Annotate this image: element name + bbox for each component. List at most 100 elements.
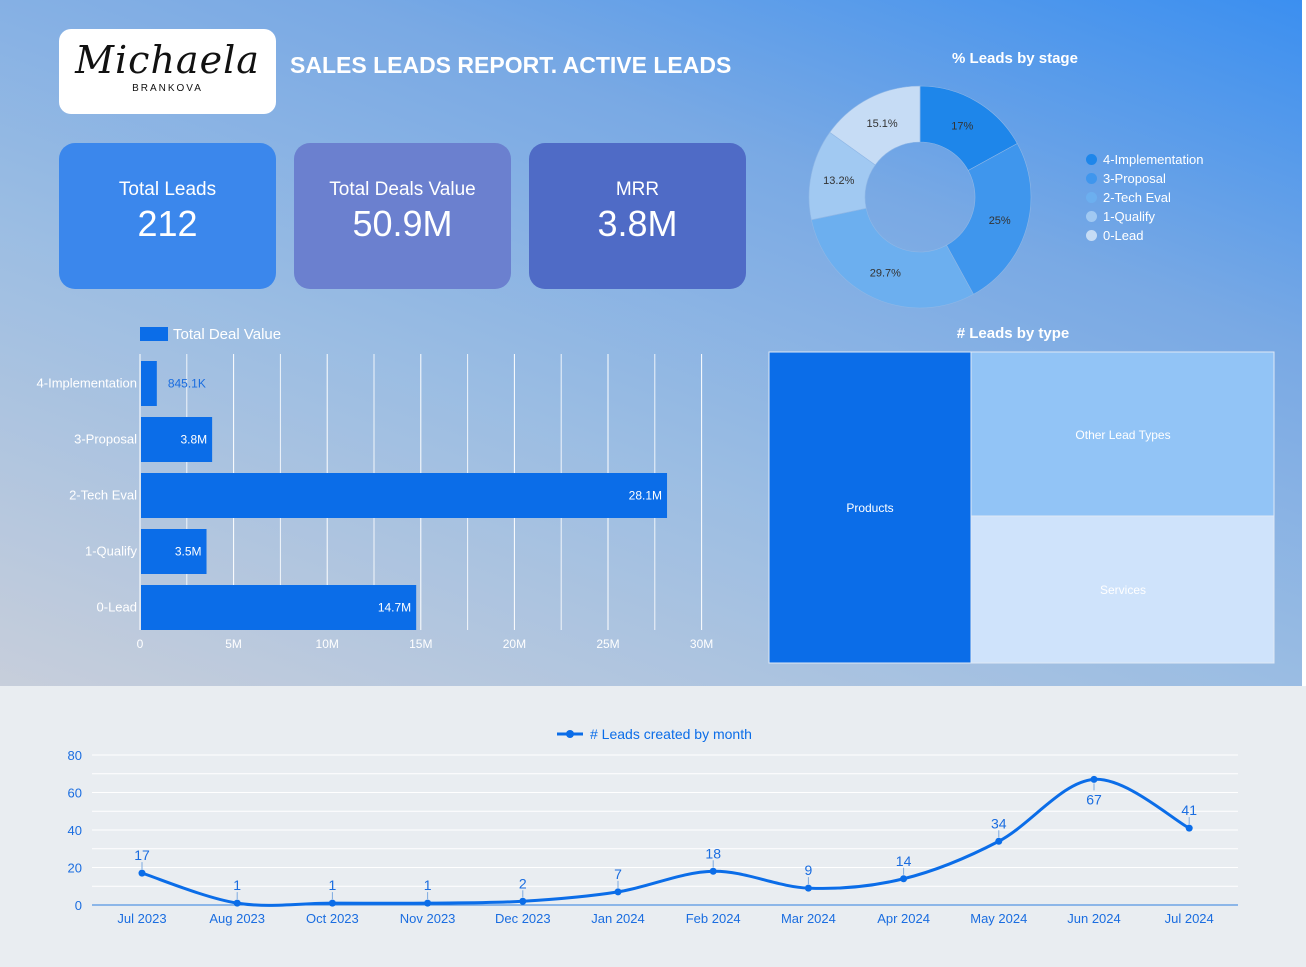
legend-swatch	[1086, 192, 1097, 203]
treemap-title: # Leads by type	[956, 325, 1070, 342]
bar-category-label: 2-Tech Eval	[69, 488, 137, 503]
kpi-value: 50.9M	[352, 203, 453, 244]
line-data-label: 9	[805, 862, 813, 878]
bar-rect	[141, 585, 417, 630]
line-point	[614, 888, 622, 896]
line-x-tick-label: Dec 2023	[495, 911, 551, 926]
line-data-label: 14	[896, 853, 912, 869]
donut-slice-label: 17%	[951, 121, 973, 133]
bar-legend-swatch	[140, 327, 168, 341]
treemap-label-products: Products	[846, 501, 893, 515]
leads-by-type-treemap: Products Other Lead Types Services	[768, 351, 1275, 664]
line-data-label: 1	[233, 877, 241, 893]
line-x-tick-label: Jul 2024	[1165, 911, 1214, 926]
line-point	[995, 837, 1003, 845]
donut-chart: 17% 25% 29.7% 13.2% 15.1%	[808, 85, 1032, 309]
line-point	[709, 867, 717, 875]
line-point	[519, 897, 527, 905]
line-y-tick-label: 60	[68, 786, 82, 801]
treemap-tile-other[interactable]	[970, 351, 1275, 517]
donut-legend-item[interactable]: 4-Implementation	[1086, 152, 1203, 167]
kpi-total-deals-value: Total Deals Value 50.9M	[294, 143, 511, 289]
bar-rect	[141, 529, 207, 574]
bar-legend-label[interactable]: Total Deal Value	[173, 326, 281, 343]
line-data-label: 2	[519, 875, 527, 891]
line-x-tick-label: Oct 2023	[306, 911, 359, 926]
line-point	[138, 869, 146, 877]
line-point	[233, 899, 241, 907]
bar-data-label: 28.1M	[629, 489, 662, 503]
bottom-panel	[0, 686, 1306, 967]
line-legend-label[interactable]: # Leads created by month	[590, 726, 752, 742]
line-x-tick-label: Jan 2024	[591, 911, 645, 926]
line-data-label: 1	[329, 877, 337, 893]
line-point	[1185, 824, 1193, 832]
line-point	[328, 899, 336, 907]
line-y-tick-label: 40	[68, 823, 82, 838]
donut-slice-label: 15.1%	[866, 118, 897, 130]
deal-value-bar-chart: Total Deal Value 0 5M 10M 15M 20M 25M 30M 4-Imp…	[37, 326, 714, 651]
leads-by-month-line-chart: # Leads created by month 02040608017Jul …	[68, 726, 1238, 926]
donut-legend-item[interactable]: 1-Qualify	[1086, 209, 1155, 224]
bar-data-label: 14.7M	[378, 601, 411, 615]
line-legend-marker	[566, 730, 574, 738]
bar-rect	[141, 473, 668, 518]
line-point	[804, 884, 812, 892]
line-point	[900, 875, 908, 883]
treemap-label-other: Other Lead Types	[1075, 428, 1170, 442]
kpi-value: 3.8M	[597, 203, 678, 244]
line-point	[424, 899, 432, 907]
line-x-tick-label: Jul 2023	[117, 911, 166, 926]
kpi-value: 212	[137, 203, 198, 244]
donut-legend-item[interactable]: 0-Lead	[1086, 228, 1143, 243]
bar-data-label: 845.1K	[168, 377, 206, 391]
line-y-tick-label: 20	[68, 861, 82, 876]
kpi-mrr: MRR 3.8M	[529, 143, 746, 289]
legend-label: 4-Implementation	[1103, 152, 1204, 167]
line-x-tick-label: Apr 2024	[877, 911, 930, 926]
bar-category-label: 0-Lead	[97, 600, 137, 615]
bar-rect	[141, 361, 157, 406]
donut-slice-label: 13.2%	[823, 175, 854, 187]
kpi-label: MRR	[615, 179, 660, 200]
bar-category-label: 4-Implementation	[37, 376, 137, 391]
line-x-tick-label: Nov 2023	[400, 911, 456, 926]
bar-x-tick-label: 20M	[503, 637, 526, 651]
legend-swatch	[1086, 173, 1097, 184]
line-data-label: 41	[1181, 802, 1197, 818]
line-data-label: 34	[991, 815, 1007, 831]
line-x-tick-label: Jun 2024	[1067, 911, 1121, 926]
donut-legend-item[interactable]: 2-Tech Eval	[1086, 190, 1171, 205]
line-x-tick-label: Mar 2024	[781, 911, 836, 926]
legend-label: 2-Tech Eval	[1103, 190, 1171, 205]
donut-slice-label: 25%	[989, 215, 1011, 227]
logo-script: Michaela	[75, 38, 260, 82]
line-data-label: 17	[134, 847, 150, 863]
donut-legend-item[interactable]: 3-Proposal	[1086, 171, 1166, 186]
line-x-tick-label: Feb 2024	[686, 911, 741, 926]
logo-subtitle: BRANKOVA	[132, 83, 203, 94]
line-x-tick-label: Aug 2023	[209, 911, 265, 926]
bar-x-tick-label: 10M	[316, 637, 339, 651]
treemap-label-services: Services	[1100, 583, 1146, 597]
line-x-tick-label: May 2024	[970, 911, 1027, 926]
donut-slice-label: 29.7%	[870, 267, 901, 279]
bar-x-tick-label: 0	[137, 637, 144, 651]
bar-category-label: 1-Qualify	[85, 544, 138, 559]
line-data-label: 67	[1086, 791, 1102, 807]
bar-x-tick-label: 15M	[409, 637, 432, 651]
legend-label: 3-Proposal	[1103, 171, 1166, 186]
line-data-label: 18	[705, 845, 721, 861]
treemap-tile-services[interactable]	[970, 515, 1275, 664]
kpi-label: Total Deals Value	[329, 179, 476, 200]
bar-x-tick-label: 25M	[596, 637, 619, 651]
donut-slice	[811, 207, 974, 309]
legend-label: 1-Qualify	[1103, 209, 1156, 224]
line-data-label: 1	[424, 877, 432, 893]
kpi-label: Total Leads	[118, 179, 217, 200]
donut-slice	[829, 85, 921, 166]
legend-swatch	[1086, 211, 1097, 222]
donut-slice	[946, 143, 1032, 295]
line-y-tick-label: 80	[68, 748, 82, 763]
bar-x-tick-label: 30M	[690, 637, 713, 651]
